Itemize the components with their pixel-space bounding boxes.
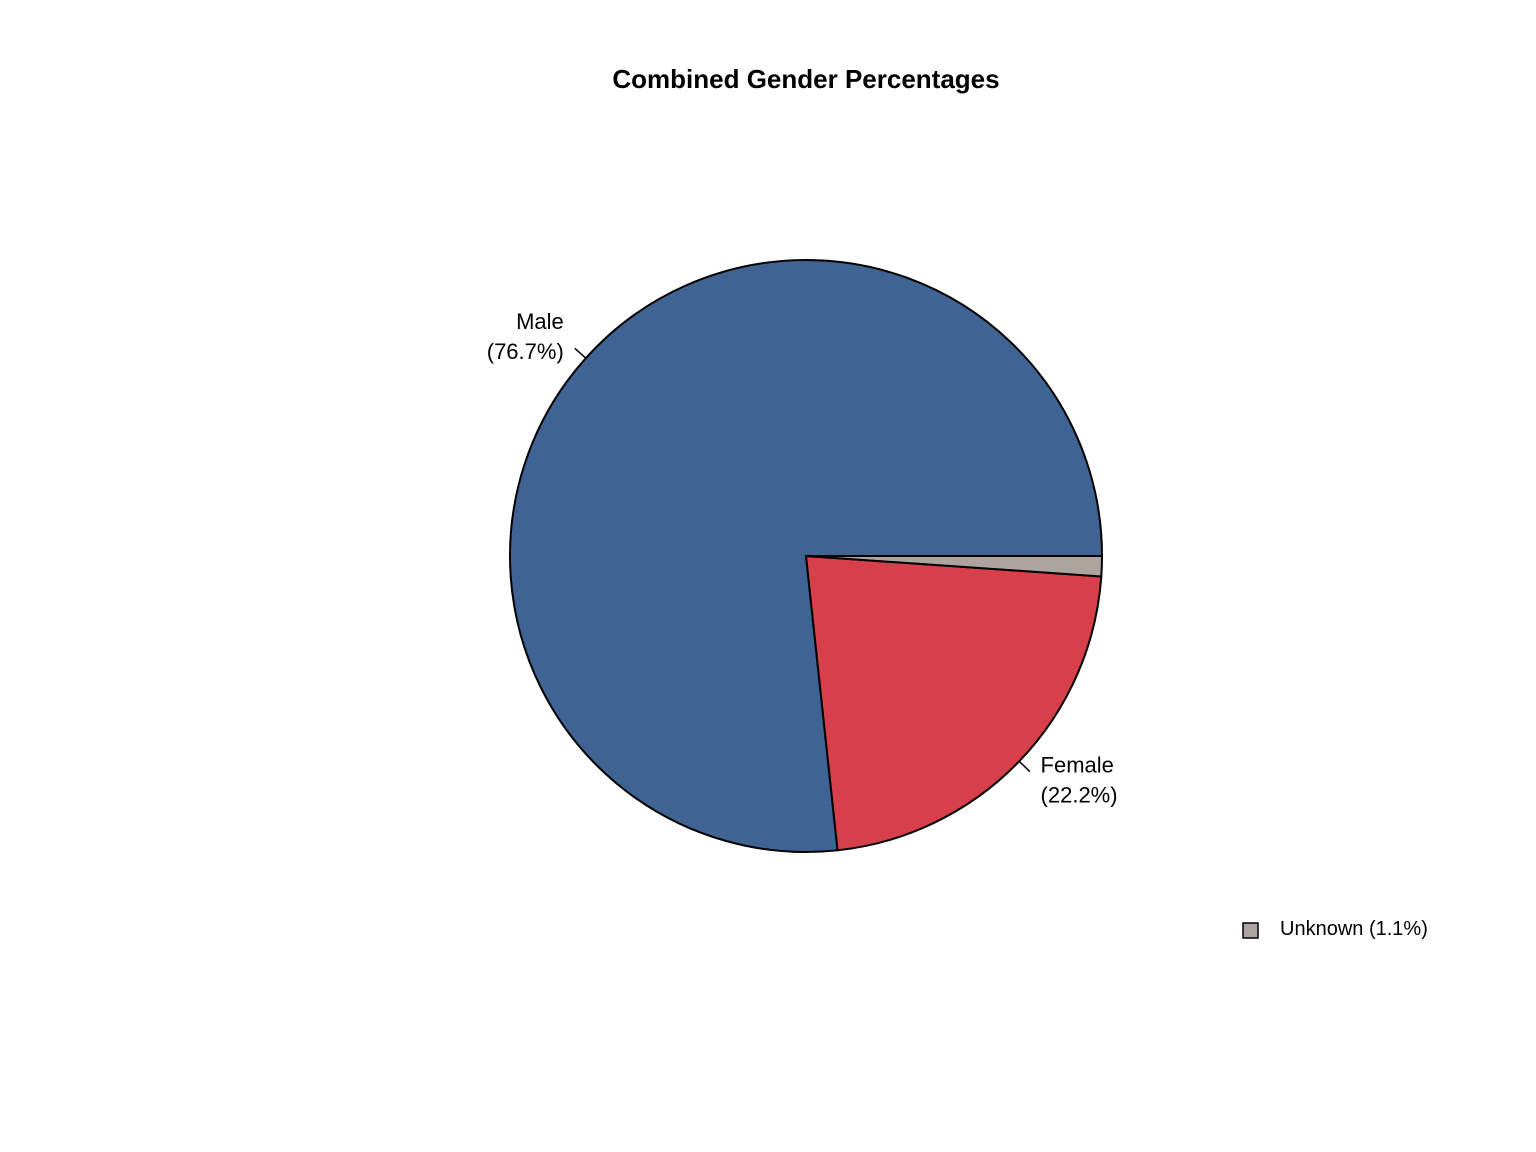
slice-value-label: (22.2%) xyxy=(1041,783,1118,808)
chart-title: Combined Gender Percentages xyxy=(612,64,999,94)
slice-label: Male xyxy=(516,309,564,334)
slice-value-label: (76.7%) xyxy=(487,339,564,364)
slice-label: Female xyxy=(1041,753,1114,778)
label-tick xyxy=(1018,760,1031,773)
legend-category: Unknown xyxy=(1280,918,1363,940)
legend-value: (1.1%) xyxy=(1369,918,1428,940)
pie-slice xyxy=(805,555,1104,578)
label-tick xyxy=(574,347,587,359)
legend-label: Unknown (1.1%) xyxy=(1280,918,1428,940)
legend-swatch xyxy=(1242,922,1259,939)
pie-slice xyxy=(804,554,1103,852)
